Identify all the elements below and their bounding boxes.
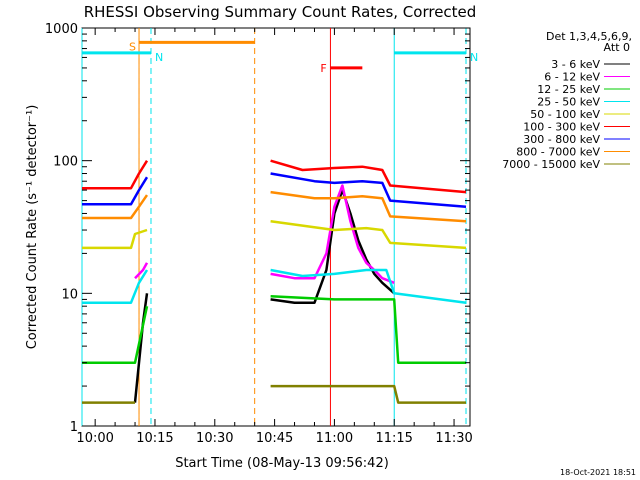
- x-tick-label: 10:30: [196, 431, 233, 446]
- series-line-1: [133, 188, 396, 403]
- saa-label: S: [129, 40, 136, 53]
- night-label: N: [155, 51, 163, 64]
- y-tick-label: 10: [61, 287, 78, 302]
- series-line-7: [82, 172, 467, 208]
- legend-header-line-1: Det 1,3,4,5,6,9,: [546, 30, 632, 43]
- legend-entry-label: 100 - 300 keV: [523, 121, 600, 134]
- legend-entry-label: 300 - 800 keV: [523, 133, 600, 146]
- legend-entry-label: 6 - 12 keV: [544, 71, 600, 84]
- generation-timestamp: 18-Oct-2021 18:51: [560, 468, 636, 477]
- x-tick-label: 11:30: [435, 431, 472, 446]
- y-axis-label: Corrected Count Rate (s⁻¹ detector⁻¹): [25, 105, 40, 350]
- series-line-8: [82, 190, 467, 223]
- x-tick-label: 10:45: [256, 431, 293, 446]
- series-layer: [82, 159, 467, 404]
- x-tick-label: 11:00: [316, 431, 353, 446]
- legend-entry-label: 3 - 6 keV: [551, 58, 600, 71]
- x-tick-label: 10:00: [76, 431, 113, 446]
- x-tick-label: 11:15: [375, 431, 412, 446]
- series-line-5: [82, 219, 467, 250]
- legend-header-line-2: Att 0: [604, 41, 630, 54]
- night-label: N: [470, 51, 478, 64]
- plot-frame: [81, 27, 471, 427]
- chart-title: RHESSI Observing Summary Count Rates, Co…: [84, 3, 477, 21]
- series-line-6: [82, 159, 467, 194]
- annotation-layer: S N N F: [81, 28, 478, 426]
- legend-entry-label: 7000 - 15000 keV: [502, 158, 600, 171]
- legend-entry-label: 800 - 7000 keV: [516, 146, 600, 159]
- legend-entry-label: 12 - 25 keV: [537, 83, 600, 96]
- axis-ticks: 10:00 10:15 10:30 10:45 11:00 11:15 11:30 1 10 10…: [45, 22, 473, 446]
- y-tick-label: 1: [70, 420, 78, 435]
- legend-entry-label: 25 - 50 keV: [537, 96, 600, 109]
- x-tick-label: 10:15: [136, 431, 173, 446]
- x-axis-label: Start Time (08-May-13 09:56:42): [175, 456, 389, 471]
- y-tick-label: 1000: [45, 22, 78, 37]
- flare-label: F: [320, 62, 326, 75]
- series-line-4: [82, 268, 467, 304]
- legend-entry-label: 50 - 100 keV: [530, 108, 600, 121]
- series-line-9: [82, 384, 466, 404]
- series-line-2: [134, 184, 395, 284]
- series-line-3: [82, 295, 466, 364]
- y-tick-label: 100: [53, 155, 78, 170]
